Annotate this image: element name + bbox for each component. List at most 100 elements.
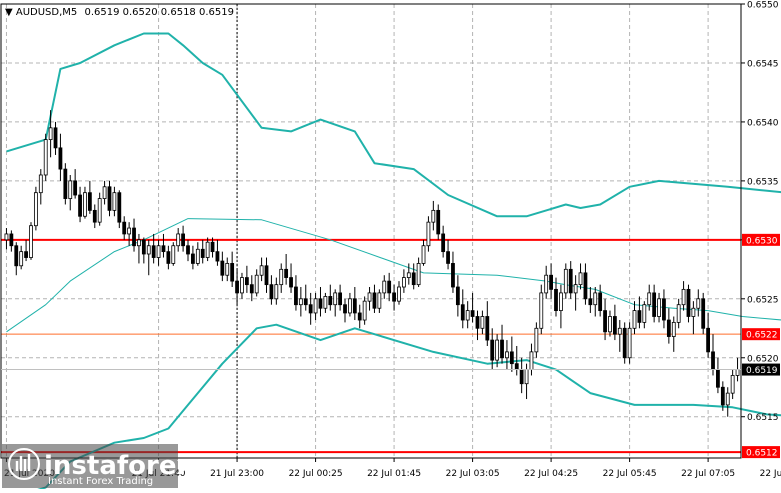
- candle-body: [368, 293, 371, 301]
- candle-body: [221, 261, 224, 275]
- candle-body: [662, 299, 665, 320]
- candle: [118, 190, 121, 228]
- candle-body: [589, 299, 592, 305]
- candle-body: [231, 263, 234, 281]
- candle-body: [98, 199, 101, 223]
- candle-body: [491, 340, 494, 360]
- candle-body: [260, 266, 263, 275]
- candle-body: [486, 316, 489, 340]
- candle-body: [736, 370, 739, 376]
- candle-body: [726, 393, 729, 405]
- header-marker-icon: ▼: [5, 7, 16, 18]
- candle-body: [348, 299, 351, 313]
- candle-body: [358, 313, 361, 320]
- candle-body: [692, 308, 695, 316]
- candle-body: [275, 285, 278, 299]
- candle-body: [294, 287, 297, 305]
- candle-body: [599, 293, 602, 311]
- candle-body: [344, 305, 347, 313]
- time-tick-label: 22 Jul 05:45: [603, 469, 657, 479]
- candle-body: [397, 287, 400, 301]
- watermark: instaforex Instant Forex Trading: [2, 444, 194, 488]
- level-label: 0.6522: [746, 331, 778, 341]
- candle-body: [29, 226, 32, 258]
- candle-body: [309, 305, 312, 313]
- candle-body: [638, 311, 641, 323]
- candle-body: [442, 234, 445, 252]
- candle-body: [456, 287, 459, 305]
- candle-body: [137, 240, 140, 246]
- candle-body: [618, 328, 621, 334]
- candle-body: [721, 387, 724, 405]
- candle-body: [49, 128, 52, 140]
- candle-body: [378, 293, 381, 308]
- candle-body: [437, 210, 440, 234]
- candle-body: [584, 273, 587, 299]
- candle-body: [451, 263, 454, 287]
- candle-body: [201, 249, 204, 257]
- candle: [687, 285, 690, 323]
- candle-body: [555, 289, 558, 310]
- candle-body: [69, 181, 72, 199]
- candle-body: [236, 281, 239, 293]
- watermark-tagline: Instant Forex Trading: [48, 476, 153, 487]
- candle-body: [74, 181, 77, 195]
- candle-body: [250, 285, 253, 293]
- candle-body: [393, 293, 396, 301]
- candle-body: [280, 269, 283, 284]
- candle-body: [731, 375, 734, 393]
- candle-body: [226, 263, 229, 275]
- candle-body: [191, 254, 194, 263]
- candle-body: [388, 281, 391, 293]
- candle-body: [530, 352, 533, 370]
- candle-body: [334, 293, 337, 305]
- candle-body: [643, 305, 646, 323]
- candle-body: [648, 293, 651, 305]
- candle: [29, 222, 32, 260]
- candle-body: [412, 273, 415, 285]
- candle-body: [64, 169, 67, 198]
- candle-body: [466, 311, 469, 320]
- level-label: 0.6512: [746, 449, 778, 459]
- candle-body: [162, 246, 165, 252]
- candle-body: [550, 275, 553, 289]
- time-tick-label: 22 Jul 07:05: [681, 469, 735, 479]
- candle-body: [245, 278, 248, 285]
- candle-body: [540, 293, 543, 328]
- candle-body: [83, 193, 86, 217]
- candle-body: [255, 275, 258, 293]
- candle-body: [525, 370, 528, 384]
- candle-body: [265, 266, 268, 285]
- candle-body: [476, 316, 479, 328]
- candle: [702, 293, 705, 334]
- candle-body: [520, 370, 523, 384]
- candle-body: [93, 210, 96, 222]
- candle-body: [177, 234, 180, 246]
- candle-body: [658, 299, 661, 317]
- candle-body: [103, 187, 106, 199]
- time-tick-label: 22 Jul 01:45: [367, 469, 421, 479]
- candle-body: [564, 269, 567, 293]
- candle-body: [515, 364, 518, 370]
- candle-body: [147, 246, 150, 254]
- candle-body: [25, 252, 28, 258]
- candle-body: [623, 328, 626, 357]
- level-label: 0.6530: [746, 236, 778, 246]
- candle-body: [505, 352, 508, 358]
- candle-body: [496, 340, 499, 360]
- candle-body: [569, 269, 572, 293]
- candle: [172, 242, 175, 266]
- price-tick-label: 0.6515: [747, 413, 779, 423]
- candle-body: [604, 311, 607, 332]
- price-tick-label: 0.6540: [747, 118, 779, 128]
- candle-body: [697, 299, 700, 308]
- candle-body: [407, 273, 410, 278]
- candle-body: [373, 293, 376, 308]
- candle-body: [187, 246, 190, 254]
- price-tick-label: 0.6535: [747, 177, 779, 187]
- candle-body: [677, 305, 680, 323]
- candle-body: [152, 246, 155, 258]
- candle-body: [285, 269, 288, 277]
